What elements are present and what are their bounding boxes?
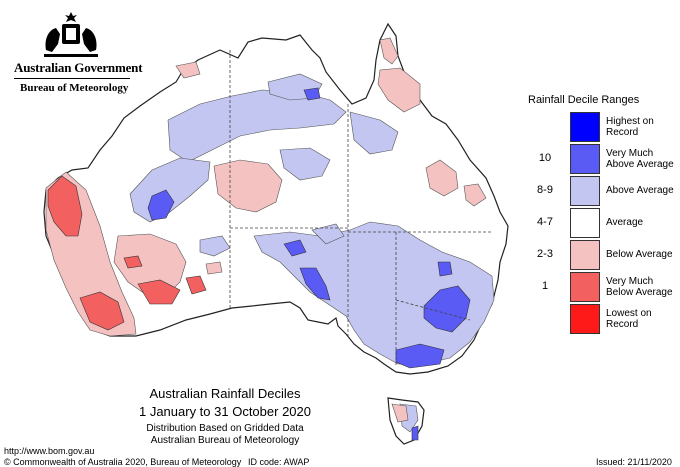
coat-of-arms-emblem — [44, 12, 98, 57]
legend-swatch-average — [570, 208, 600, 238]
legend-range: 4-7 — [537, 216, 553, 228]
legend-label: Very Much Above Average — [606, 148, 674, 170]
legend-range: 1 — [541, 280, 549, 292]
map-period: 1 January to 31 October 2020 — [138, 404, 311, 419]
legend-row-lowest: Lowest on Record — [534, 304, 674, 334]
footer-copyright: © Commonwealth of Australia 2020, Bureau… — [4, 457, 242, 467]
logo-divider — [14, 78, 130, 79]
legend-row-highest: Highest on Record — [534, 112, 674, 142]
legend-title: Rainfall Decile Ranges — [528, 94, 640, 106]
legend-label: Very Much Below Average — [606, 276, 673, 298]
state-boundaries — [229, 50, 492, 366]
map-note: Distribution Based on Gridded Data — [146, 423, 304, 434]
legend-label: Below Average — [606, 249, 673, 260]
very-much-above-regions — [147, 87, 471, 441]
legend-row-very-much-above: 10 Very Much Above Average — [534, 144, 674, 174]
legend-range: 10 — [538, 152, 552, 164]
legend-swatch-lowest — [570, 304, 600, 334]
legend-row-below: 2-3 Below Average — [534, 240, 674, 270]
above-average-regions — [129, 73, 495, 433]
legend-label: Lowest on Record — [606, 308, 652, 330]
government-name: Australian Government — [14, 60, 143, 75]
footer-id-code: ID code: AWAP — [248, 457, 310, 467]
below-average-regions — [45, 37, 487, 423]
legend-label: Highest on Record — [606, 116, 654, 138]
legend-range: 8-9 — [537, 184, 553, 196]
legend-swatch-above — [570, 176, 600, 206]
legend-range: 2-3 — [537, 248, 553, 260]
legend-swatch-highest — [570, 112, 600, 142]
legend-row-above: 8-9 Above Average — [534, 176, 674, 206]
agency-name: Bureau of Meteorology — [20, 82, 129, 94]
map-source: Australian Bureau of Meteorology — [150, 435, 300, 446]
legend-swatch-very-much-below — [570, 272, 600, 302]
government-logo: Australian Government Bureau of Meteorol… — [14, 60, 143, 94]
map-title: Australian Rainfall Deciles — [149, 386, 301, 401]
very-much-below-regions — [47, 175, 207, 331]
legend-label: Above Average — [606, 185, 674, 196]
legend-swatch-very-much-above — [570, 144, 600, 174]
legend-label: Average — [606, 217, 644, 228]
footer-issued: Issued: 21/11/2020 — [596, 457, 672, 467]
legend-row-average: 4-7 Average — [534, 208, 674, 238]
footer-url[interactable]: http://www.bom.gov.au — [4, 446, 95, 456]
legend-row-very-much-below: 1 Very Much Below Average — [534, 272, 674, 302]
legend-swatch-below — [570, 240, 600, 270]
